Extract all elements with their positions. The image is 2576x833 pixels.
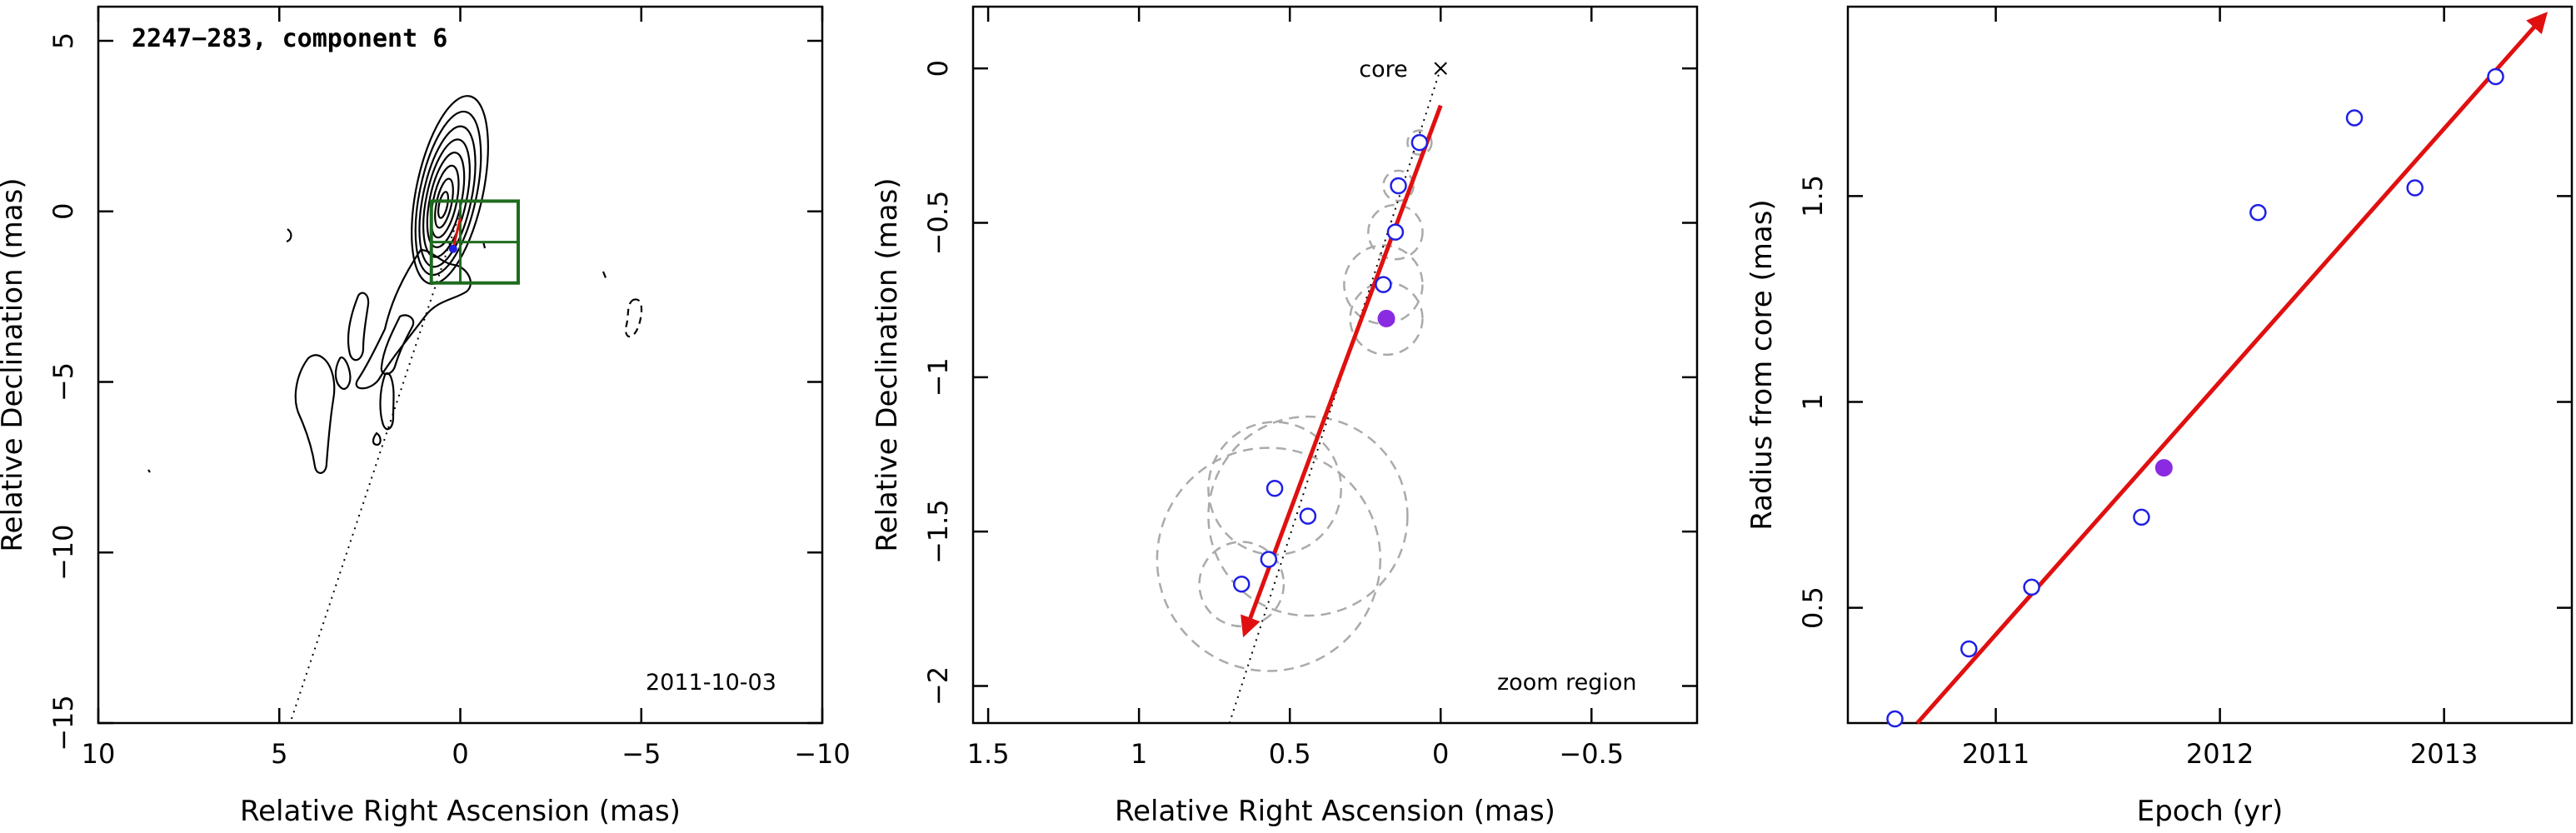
position-points (1233, 133, 1429, 593)
x-axis-title: Relative Right Ascension (mas) (1115, 795, 1555, 828)
contour-level (347, 292, 370, 362)
contour-level (437, 191, 450, 219)
jet-direction-line (1228, 67, 1442, 724)
x-tick-label: 2013 (2410, 738, 2478, 770)
uncertainty-circle (1198, 541, 1286, 628)
uncertainty-circle (1382, 169, 1415, 202)
radius-point (2345, 109, 2364, 127)
y-axis-title: Relative Declination (mas) (0, 177, 29, 551)
x-tick-label: 2012 (2186, 738, 2254, 770)
component-position-marker (448, 244, 457, 253)
x-tick-label: 0 (452, 738, 468, 770)
x-tick-label: 0 (1432, 738, 1449, 770)
position-point (1386, 223, 1405, 241)
position-point (1390, 177, 1407, 195)
contour-level (379, 372, 395, 431)
uncertainty-circle (1406, 129, 1433, 156)
core-marker (1434, 62, 1447, 75)
position-point (1410, 133, 1429, 152)
contour-level (372, 431, 382, 446)
position-point (1233, 575, 1251, 593)
source-contours (147, 95, 643, 474)
contour-level (625, 298, 643, 338)
epoch-annotation: 2011-10-03 (646, 670, 776, 696)
position-point (1266, 480, 1284, 497)
radius-points (1886, 67, 2504, 728)
y-axis-ticks: 5 0 −5 −10 −15 (47, 32, 822, 751)
zoom-region-frame (971, 5, 1699, 725)
contour-level (602, 271, 608, 281)
uncertainty-circle (1343, 244, 1424, 325)
x-tick-label: 2011 (1962, 738, 2029, 770)
radius-point (1886, 710, 1904, 728)
y-tick-label: 5 (47, 32, 79, 49)
contour-map-panel: 10 5 0 −5 −10 5 0 −5 −10 −15 2247−283, component… (0, 5, 851, 828)
y-tick-label: 0 (47, 203, 79, 220)
position-point (1375, 276, 1392, 293)
contour-level (147, 469, 151, 473)
contour-level (380, 314, 415, 376)
y-tick-label: 1.5 (1797, 175, 1829, 217)
y-tick-label: −0.5 (922, 191, 954, 256)
radius-point (2487, 67, 2504, 86)
x-tick-label: −5 (622, 738, 661, 770)
y-axis-title: Radius from core (mas) (1745, 199, 1779, 530)
highlight-point (1377, 309, 1395, 327)
radius-point (2133, 508, 2150, 526)
y-tick-label: −1.5 (922, 499, 954, 564)
y-tick-label: 0 (922, 60, 954, 77)
fit-arrow (1241, 104, 1443, 638)
contour-map-frame (97, 5, 824, 725)
y-tick-label: 1 (1797, 393, 1829, 410)
uncertainty-circle (1207, 415, 1409, 617)
y-axis-ticks: 0 −0.5 −1 −1.5 −2 (922, 60, 1697, 706)
radius-epoch-panel: 2011 2012 2013 0.5 1 1.5 Epoch (yr) Radius f… (1745, 5, 2574, 828)
y-tick-label: −2 (922, 666, 954, 706)
x-tick-label: −0.5 (1559, 738, 1624, 770)
contour-level (286, 228, 292, 243)
contour-level (294, 354, 336, 474)
x-axis-title: Relative Right Ascension (mas) (240, 795, 681, 828)
contour-level (430, 164, 460, 239)
highlight-point (2154, 459, 2173, 477)
y-tick-label: −1 (922, 357, 954, 397)
fit-line (1915, 12, 2549, 725)
x-axis-title: Epoch (yr) (2137, 795, 2284, 828)
radius-point (2249, 203, 2267, 222)
x-tick-label: 1 (1131, 738, 1147, 770)
y-tick-label: −5 (47, 362, 79, 402)
x-axis-ticks: 2011 2012 2013 (1962, 7, 2478, 770)
position-point (1299, 507, 1317, 525)
x-tick-label: 0.5 (1269, 738, 1311, 770)
x-axis-ticks: 1.5 1 0.5 0 −0.5 (967, 7, 1624, 770)
radius-epoch-frame (1846, 5, 2574, 725)
x-axis-ticks: 10 5 0 −5 −10 (82, 7, 851, 770)
y-axis-ticks: 0.5 1 1.5 (1797, 175, 2572, 629)
radius-point (2023, 578, 2040, 596)
x-tick-label: 1.5 (967, 738, 1010, 770)
y-tick-label: −10 (47, 524, 79, 581)
x-tick-label: 10 (82, 738, 116, 770)
core-label: core (1359, 57, 1407, 82)
y-tick-label: −15 (47, 695, 79, 751)
contour-level (334, 357, 352, 390)
uncertainty-circle (1156, 446, 1382, 672)
uncertainty-circles (1156, 129, 1433, 672)
zoom-region-annotation: zoom region (1497, 670, 1636, 696)
y-axis-title: Relative Declination (mas) (871, 177, 904, 551)
zoom-region-panel: core 1.5 1 0.5 0 −0.5 0 −0.5 −1 −1.5 −2 zoom reg… (871, 5, 1699, 828)
chart-title: 2247−283, component 6 (132, 24, 447, 53)
position-point (1260, 551, 1278, 568)
component-arrow (452, 217, 462, 250)
uncertainty-circle (1367, 203, 1424, 261)
y-tick-label: 0.5 (1797, 586, 1829, 629)
radius-point (1960, 640, 1978, 658)
contour-level (434, 177, 454, 229)
zoom-region-box (429, 199, 521, 285)
x-tick-label: 5 (271, 738, 287, 770)
core-cross-stroke (1434, 62, 1447, 75)
radius-point (2406, 179, 2424, 197)
x-tick-label: −10 (794, 738, 851, 770)
